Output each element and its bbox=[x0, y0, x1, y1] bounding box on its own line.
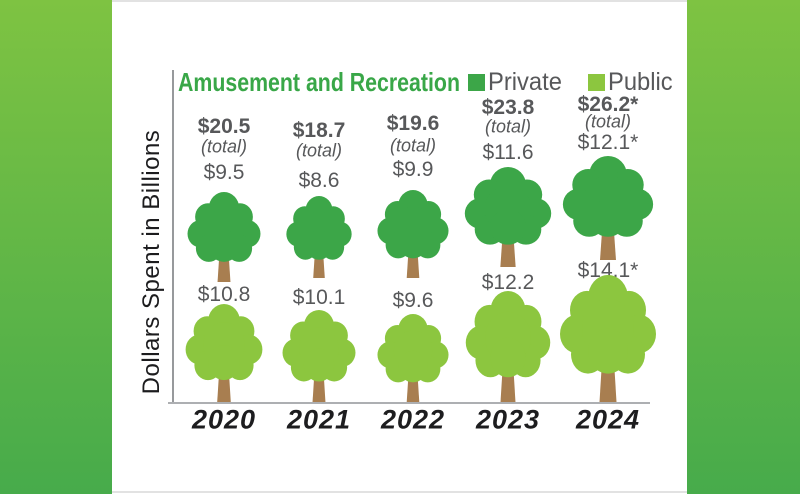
public-value-label: $14.1* bbox=[577, 259, 639, 282]
tree-icon bbox=[187, 192, 261, 282]
tree-icon bbox=[286, 196, 352, 278]
legend-label-private: Private bbox=[488, 68, 562, 96]
x-axis-label: 2020 bbox=[191, 404, 257, 435]
total-suffix-label: (total) bbox=[484, 116, 532, 137]
total-suffix-label: (total) bbox=[295, 140, 343, 161]
tree-icon bbox=[464, 167, 552, 267]
left-green-band bbox=[0, 0, 112, 494]
total-suffix-label: (total) bbox=[584, 111, 632, 132]
x-axis-label: 2022 bbox=[380, 404, 446, 435]
x-axis-line bbox=[168, 402, 650, 404]
public-value-label: $10.1 bbox=[292, 286, 346, 309]
legend-swatch-public-icon bbox=[587, 74, 605, 91]
legend-swatch-private-icon bbox=[468, 74, 485, 91]
tree-icon bbox=[562, 156, 654, 260]
x-axis-label: 2021 bbox=[286, 404, 352, 435]
private-tree-icon bbox=[376, 190, 450, 278]
public-tree-icon bbox=[464, 291, 552, 402]
private-tree-icon bbox=[463, 167, 553, 267]
legend-item-public: Public bbox=[587, 68, 676, 97]
x-axis-label: 2023 bbox=[475, 404, 541, 435]
y-axis-title: Dollars Spent in Billions bbox=[138, 129, 165, 395]
tree-icon bbox=[282, 310, 356, 402]
total-value-label: $18.7 bbox=[292, 119, 346, 142]
total-suffix-label: (total) bbox=[389, 135, 437, 156]
private-value-label: $11.6 bbox=[482, 141, 534, 164]
private-tree-icon bbox=[186, 192, 262, 282]
x-axis-label: 2024 bbox=[575, 404, 641, 435]
private-tree-icon bbox=[285, 196, 353, 278]
private-value-label: $8.6 bbox=[298, 169, 340, 192]
bottom-hairline bbox=[112, 491, 687, 493]
tree-icon bbox=[377, 190, 449, 278]
public-value-label: $12.2 bbox=[481, 271, 535, 294]
private-value-label: $9.9 bbox=[392, 158, 434, 181]
public-tree-icon bbox=[376, 314, 450, 402]
total-value-label: $26.2* bbox=[577, 93, 639, 116]
tree-icon bbox=[560, 275, 656, 402]
private-tree-icon bbox=[561, 156, 655, 260]
legend-label-public: Public bbox=[607, 68, 673, 96]
legend-item-private: Private bbox=[468, 68, 566, 97]
total-suffix-label: (total) bbox=[200, 136, 248, 157]
total-value-label: $19.6 bbox=[386, 112, 440, 135]
right-green-band bbox=[687, 0, 800, 494]
public-tree-icon bbox=[558, 275, 658, 402]
tree-icon bbox=[465, 291, 551, 402]
private-value-label: $9.5 bbox=[203, 161, 245, 184]
total-value-label: $23.8 bbox=[481, 96, 535, 119]
public-tree-icon bbox=[184, 304, 264, 402]
tree-icon bbox=[377, 314, 449, 402]
public-value-label: $9.6 bbox=[392, 289, 434, 312]
legend: Private Public bbox=[468, 68, 676, 97]
chart-title: Amusement and Recreation bbox=[178, 67, 460, 97]
private-value-label: $12.1* bbox=[577, 131, 639, 154]
public-tree-icon bbox=[281, 310, 357, 402]
total-value-label: $20.5 bbox=[197, 115, 251, 138]
public-value-label: $10.8 bbox=[197, 283, 251, 306]
tree-icon bbox=[185, 304, 263, 402]
y-axis-line bbox=[172, 70, 174, 404]
top-hairline bbox=[112, 0, 687, 2]
